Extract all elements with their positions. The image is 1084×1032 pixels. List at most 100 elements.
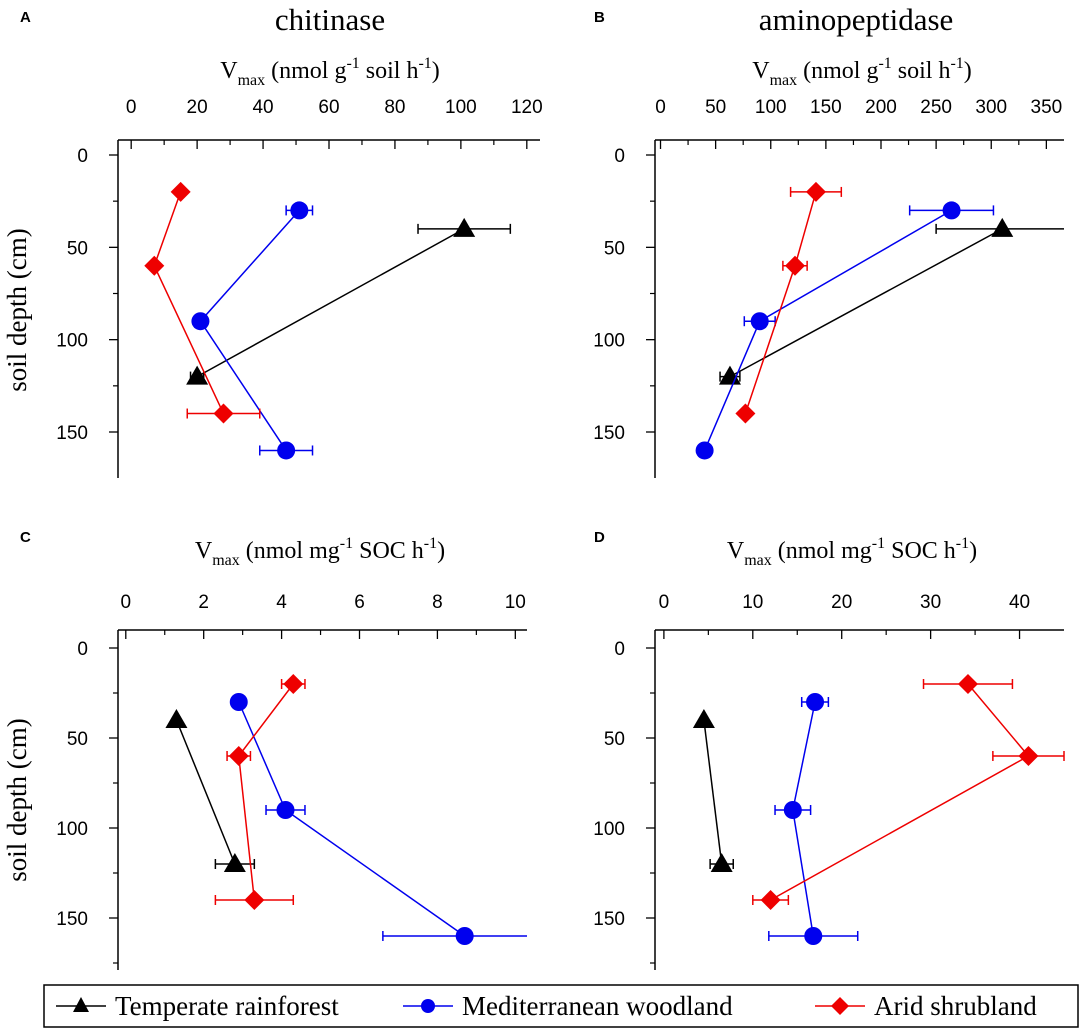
legend-item-mediterranean: Mediterranean woodland bbox=[403, 991, 733, 1021]
panel-a-series-arid-shrubland-point-1 bbox=[144, 255, 165, 276]
panel-d-xlabel-part-6: ) bbox=[969, 538, 977, 564]
panel-c-series-mediterranean-woodland-point-1 bbox=[276, 801, 295, 819]
panel-c-series-temperate-rainforest-point-0 bbox=[165, 709, 188, 728]
panel-d-xlabel-part-0: V bbox=[727, 538, 745, 564]
panel-a-series-mediterranean-woodland-point-0 bbox=[290, 201, 309, 220]
panel-a-xtick-label-80: 80 bbox=[384, 97, 405, 118]
panel-b-xlabel: Vmax (nmol g-1 soil h-1) bbox=[752, 55, 972, 89]
panel-a-xlabel-part-3: -1 bbox=[346, 55, 359, 72]
panel-c-xtick-label-10: 10 bbox=[505, 592, 526, 613]
panel-a-xlabel-part-0: V bbox=[220, 58, 238, 84]
legend-label-temperate: Temperate rainforest bbox=[115, 991, 339, 1021]
panel-d-xtick-label-40: 40 bbox=[1009, 592, 1030, 613]
panel-b-xlabel-part-1: max bbox=[770, 72, 798, 89]
panel-a-xlabel: Vmax (nmol g-1 soil h-1) bbox=[220, 55, 440, 89]
panel-d-series-mediterranean-woodland-point-2 bbox=[804, 927, 823, 945]
panel-b-series-arid-shrubland-line bbox=[744, 191, 817, 414]
panel-c-series-mediterranean-woodland-point-2 bbox=[455, 927, 474, 945]
panel-c-series-mediterranean-woodland-point-0 bbox=[229, 693, 248, 711]
panel-b-series-mediterranean-woodland-point-0 bbox=[942, 201, 961, 220]
panel-b-xlabel-part-0: V bbox=[752, 58, 770, 84]
panel-a-xtick-label-40: 40 bbox=[252, 97, 273, 118]
panel-b-ytick-label-50: 50 bbox=[604, 238, 625, 259]
panel-d-xtick-label-10: 10 bbox=[742, 592, 763, 613]
panel-b-series-mediterranean-woodland-point-1 bbox=[750, 312, 769, 331]
panel-b-xtick-label-250: 250 bbox=[920, 97, 952, 118]
panel-d-series-mediterranean-woodland-point-1 bbox=[783, 801, 802, 819]
panel-b-series-arid-shrubland-point-2 bbox=[735, 403, 756, 424]
panel-b-ytick-label-0: 0 bbox=[614, 146, 625, 167]
panel-a-xlabel-part-4: soil h bbox=[360, 58, 419, 84]
panel-c-ytick-label-100: 100 bbox=[56, 819, 88, 840]
panel-c-xtick-label-2: 2 bbox=[198, 592, 209, 613]
panel-c-ylabel: soil depth (cm) bbox=[2, 718, 32, 881]
panel-a-xlabel-part-2: (nmol g bbox=[265, 58, 346, 84]
panel-a-xlabel-part-6: ) bbox=[432, 58, 440, 84]
panel-a-series-mediterranean-woodland-point-1 bbox=[191, 312, 210, 331]
panel-d-series-mediterranean-woodland-point-0 bbox=[806, 693, 825, 711]
panel-a-xtick-label-100: 100 bbox=[445, 97, 477, 118]
legend-marker-circle bbox=[421, 999, 435, 1013]
panel-c-series-arid-shrubland bbox=[214, 674, 306, 910]
panel-a-xtick-label-120: 120 bbox=[511, 97, 543, 118]
panel-a-ytick-label-150: 150 bbox=[56, 423, 88, 444]
panel-d-series-temperate-rainforest-point-0 bbox=[692, 709, 715, 728]
panel-c-series-mediterranean-woodland bbox=[229, 693, 527, 945]
panel-d-xlabel-part-5: -1 bbox=[956, 535, 969, 552]
panel-c-series-mediterranean-woodland-line bbox=[238, 701, 466, 937]
panel-c-xlabel-part-3: -1 bbox=[340, 535, 353, 552]
panel-a-xtick-label-60: 60 bbox=[318, 97, 339, 118]
panel-b-xtick-label-150: 150 bbox=[810, 97, 842, 118]
panel-d-series-temperate-rainforest-point-1 bbox=[710, 853, 733, 872]
panel-b-series-temperate-rainforest-point-0 bbox=[991, 217, 1014, 237]
panel-d-series-arid-shrubland-point-0 bbox=[957, 674, 978, 694]
panel-d-series-arid-shrubland bbox=[752, 674, 1065, 910]
legend-label-mediterranean: Mediterranean woodland bbox=[462, 991, 733, 1021]
panel-b-xlabel-part-4: soil h bbox=[892, 58, 951, 84]
panel-a-series-temperate-rainforest bbox=[186, 217, 512, 385]
panel-a-series-temperate-rainforest-point-1 bbox=[186, 365, 209, 385]
panel-b-series-arid-shrubland bbox=[735, 181, 843, 424]
legend-frame bbox=[43, 984, 1079, 1028]
panel-d-ytick-label-0: 0 bbox=[614, 639, 625, 660]
panel-c-xlabel-part-0: V bbox=[195, 538, 213, 564]
panel-b-series-temperate-rainforest bbox=[718, 217, 1064, 385]
panel-d-xlabel-part-2: (nmol mg bbox=[772, 538, 872, 564]
panel-d-xlabel-part-4: SOC h bbox=[885, 538, 956, 564]
panel-b-xlabel-part-3: -1 bbox=[878, 55, 891, 72]
panel-b-letter: B bbox=[594, 9, 605, 26]
panel-a-series-arid-shrubland-point-2 bbox=[213, 403, 234, 424]
panel-c-xlabel-part-1: max bbox=[212, 552, 240, 569]
panel-b-ytick-label-100: 100 bbox=[593, 331, 625, 352]
legend-item-arid: Arid shrubland bbox=[815, 991, 1037, 1021]
panel-d-xtick-label-20: 20 bbox=[831, 592, 852, 613]
panel-d-series-mediterranean-woodland-line bbox=[792, 701, 816, 937]
panel-d-series-temperate-rainforest bbox=[692, 709, 734, 872]
panel-c-xtick-label-6: 6 bbox=[354, 592, 365, 613]
panel-c-series-arid-shrubland-point-2 bbox=[244, 890, 265, 910]
panel-c-xlabel-part-2: (nmol mg bbox=[240, 538, 340, 564]
panel-c-xtick-label-0: 0 bbox=[121, 592, 132, 613]
panel-d-series-arid-shrubland-point-2 bbox=[760, 890, 781, 910]
panel-b-series-arid-shrubland-point-0 bbox=[805, 181, 826, 202]
panel-a-series-mediterranean-woodland-point-2 bbox=[277, 441, 296, 460]
panel-b-xtick-label-100: 100 bbox=[755, 97, 787, 118]
panel-c-xlabel-part-4: SOC h bbox=[353, 538, 424, 564]
panel-c-xlabel-part-6: ) bbox=[437, 538, 445, 564]
panel-b-title: aminopeptidase bbox=[759, 2, 954, 37]
panel-d-xlabel-part-1: max bbox=[744, 552, 772, 569]
legend-label-arid: Arid shrubland bbox=[874, 991, 1037, 1021]
legend-marker-diamond bbox=[831, 997, 849, 1015]
legend-marker-triangle bbox=[73, 997, 89, 1012]
panel-b-ytick-label-150: 150 bbox=[593, 423, 625, 444]
panel-a-series-arid-shrubland bbox=[144, 181, 261, 424]
panel-d-series-mediterranean-woodland bbox=[768, 693, 859, 945]
panel-a-xlabel-part-1: max bbox=[238, 72, 266, 89]
panel-d-letter: D bbox=[594, 529, 605, 546]
panel-a-ytick-label-100: 100 bbox=[56, 331, 88, 352]
panel-c-series-temperate-rainforest bbox=[165, 709, 256, 872]
panel-c-series-arid-shrubland-line bbox=[237, 683, 294, 901]
